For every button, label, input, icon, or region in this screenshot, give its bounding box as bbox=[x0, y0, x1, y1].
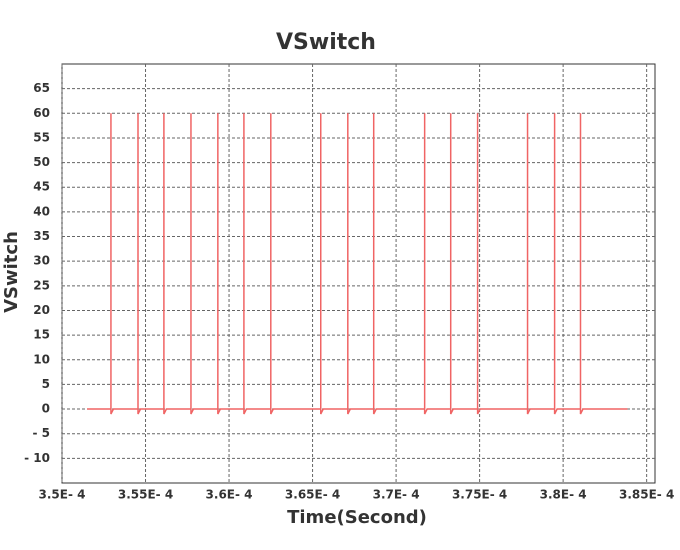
y-axis-title: VSwitch bbox=[1, 231, 22, 313]
y-tick-label: - 5 bbox=[32, 426, 50, 440]
x-axis-title: Time(Second) bbox=[287, 507, 427, 528]
plot-frame bbox=[61, 63, 656, 484]
y-tick-label: 60 bbox=[33, 106, 50, 120]
y-tick-label: 0 bbox=[42, 402, 50, 416]
x-tick-label: 3.55E- 4 bbox=[118, 488, 173, 502]
x-tick-label: 3.65E- 4 bbox=[285, 488, 340, 502]
x-tick-label: 3.6E- 4 bbox=[206, 488, 253, 502]
y-tick-label: 15 bbox=[33, 328, 50, 342]
x-tick-label: 3.75E- 4 bbox=[452, 488, 507, 502]
x-tick-label: 3.8E- 4 bbox=[540, 488, 587, 502]
y-tick-label: 35 bbox=[33, 229, 50, 243]
y-tick-label: - 10 bbox=[24, 451, 50, 465]
y-tick-label: 40 bbox=[33, 204, 50, 218]
y-tick-label: 20 bbox=[33, 303, 50, 317]
chart-title: VSwitch bbox=[276, 30, 376, 55]
y-tick-label: 65 bbox=[33, 81, 50, 95]
y-tick-label: 10 bbox=[33, 352, 50, 366]
y-tick-label: 45 bbox=[33, 180, 50, 194]
y-tick-label: 25 bbox=[33, 278, 50, 292]
data-line bbox=[87, 113, 628, 415]
y-tick-label: 5 bbox=[42, 377, 50, 391]
y-tick-label: 55 bbox=[33, 130, 50, 144]
x-tick-label: 3.85E- 4 bbox=[619, 488, 674, 502]
x-tick-label: 3.5E- 4 bbox=[39, 488, 86, 502]
y-tick-label: 30 bbox=[33, 254, 50, 268]
y-tick-label: 50 bbox=[33, 155, 50, 169]
x-tick-label: 3.7E- 4 bbox=[373, 488, 420, 502]
